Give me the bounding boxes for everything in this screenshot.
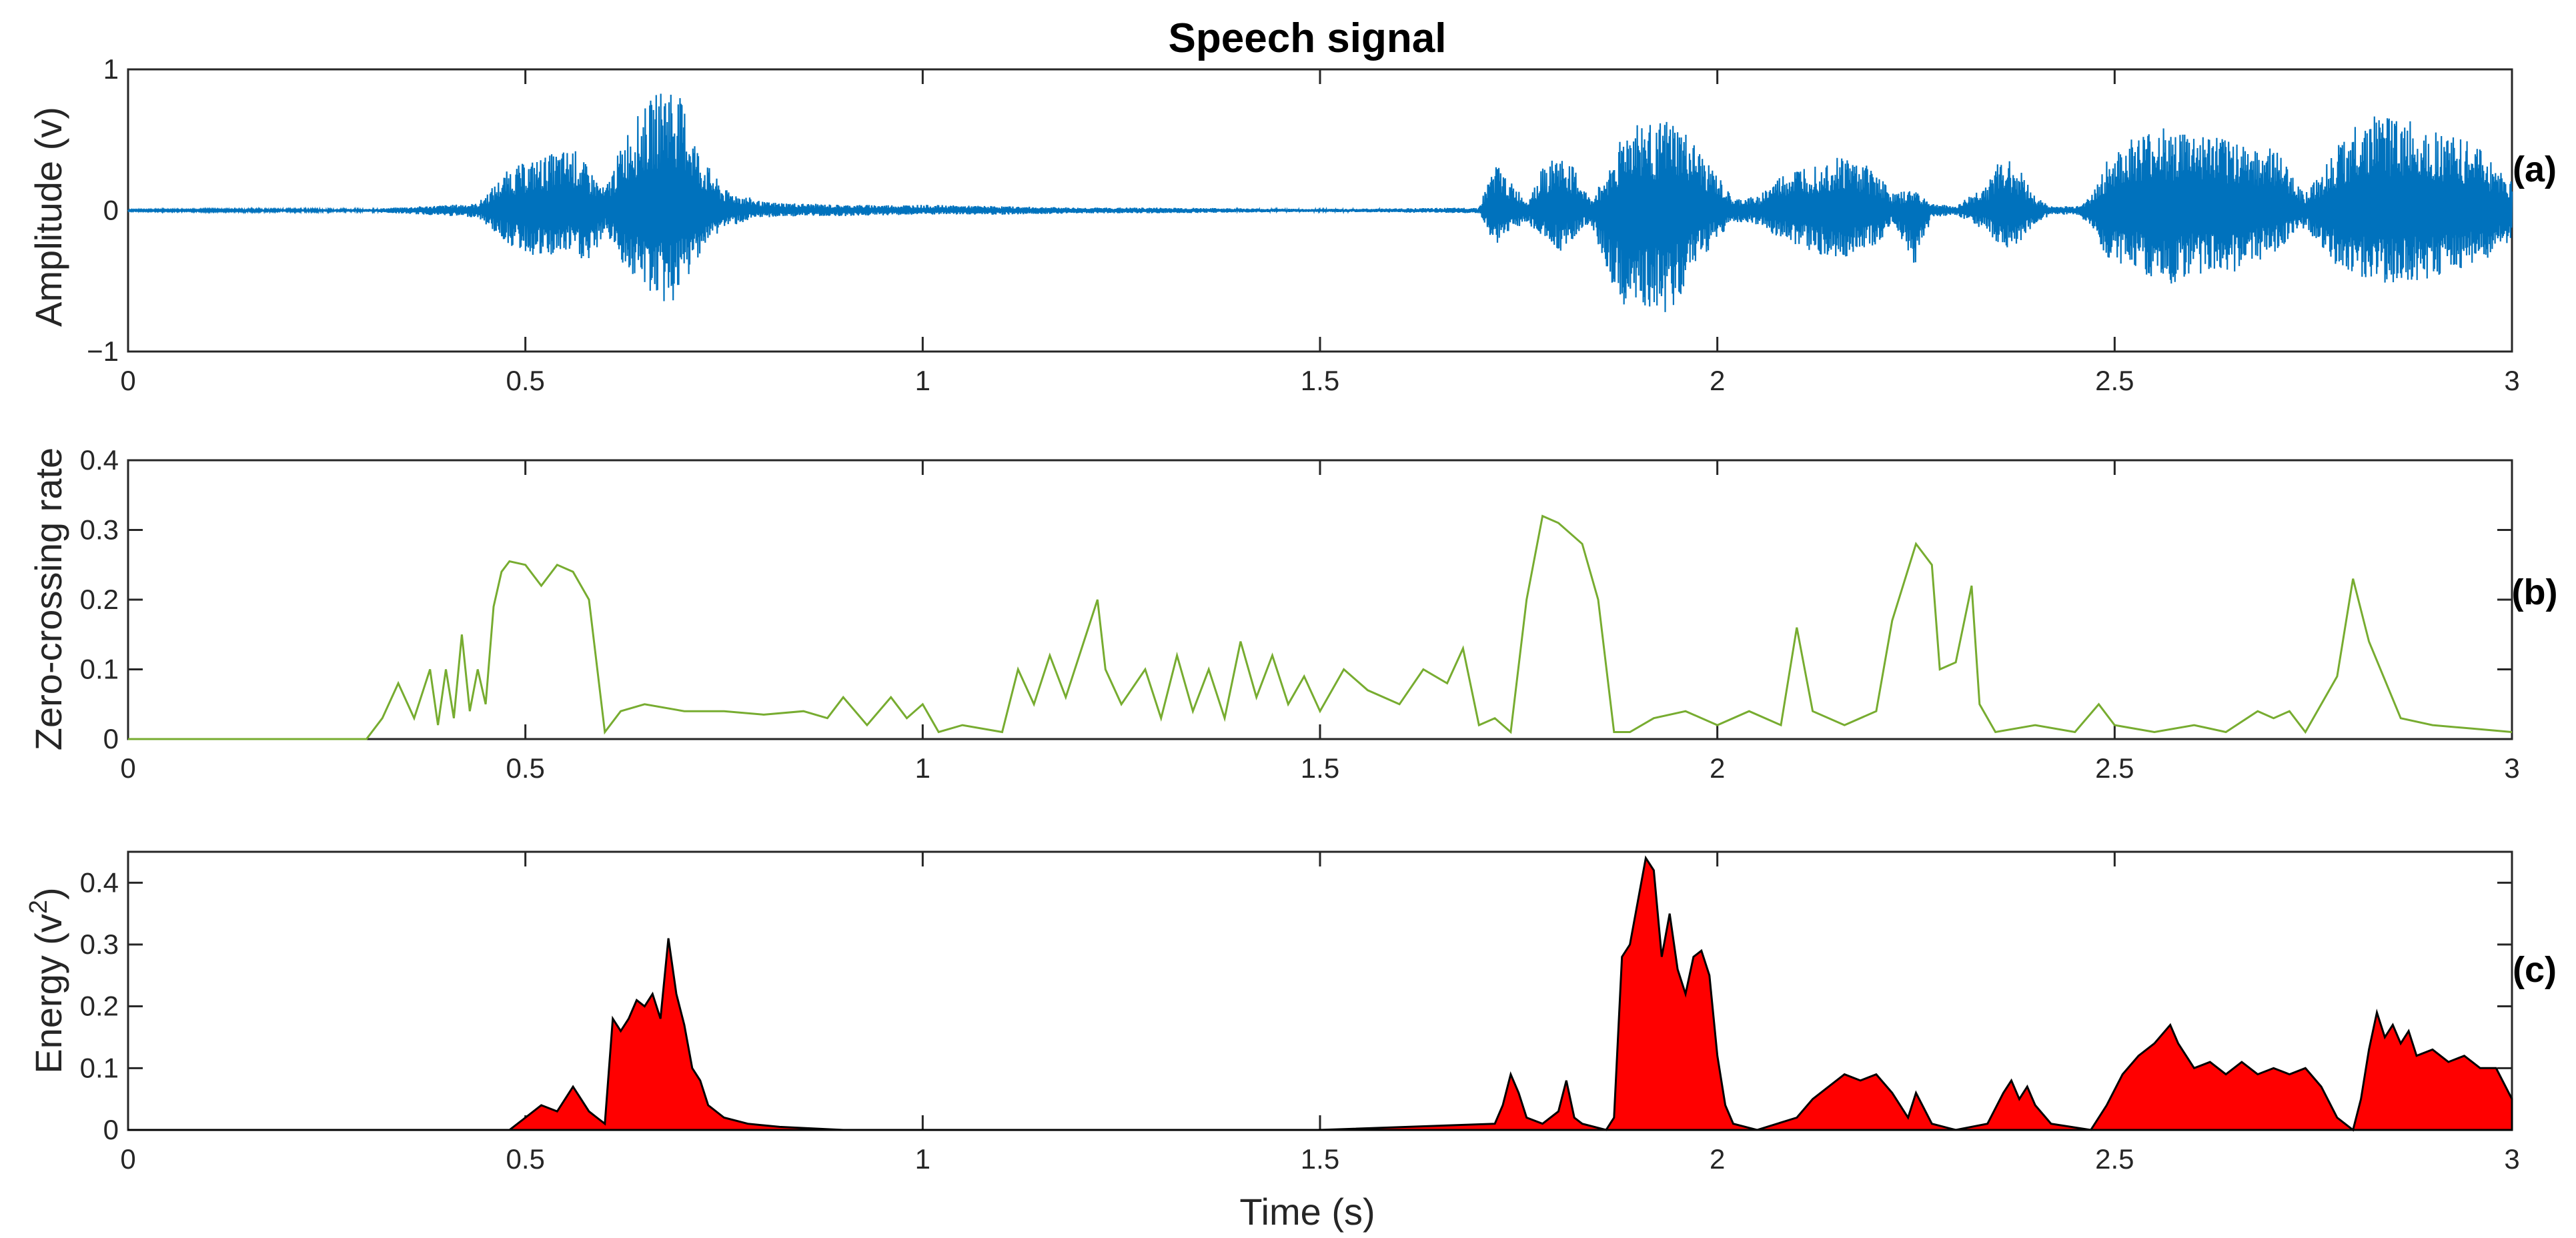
x-tick-label-c: 3 — [2504, 1143, 2519, 1175]
x-tick-label-b: 0 — [120, 752, 135, 784]
x-tick-label-a: 1.5 — [1301, 365, 1339, 396]
zero-crossing-rate-series — [128, 514, 2513, 740]
x-tick-label-b: 0.5 — [506, 752, 544, 784]
x-tick-label-a: 1 — [915, 365, 930, 396]
axes-box-b — [127, 459, 2513, 740]
y-tick-label-b: 0.2 — [80, 584, 119, 615]
y-axis-label-c: Energy (v2) — [25, 887, 69, 1073]
axes-box-c — [127, 850, 2513, 1131]
panel-label-c: (c) — [2513, 950, 2557, 990]
y-tick-label-b: 0.3 — [80, 514, 119, 546]
x-tick-label-c: 2.5 — [2095, 1143, 2134, 1175]
panel-a: 0 0.5 1 1.5 2 2.5 310−1 Amplitude (v) (a) — [27, 53, 2557, 396]
x-tick-label-a: 3 — [2504, 365, 2519, 396]
figure-title: Speech signal — [1169, 15, 1447, 61]
y-axis-label-c-superscript: 2 — [25, 900, 53, 914]
panel-c: 0 0.5 1 1.5 2 2.5 30.40.30.20.10 Energy (v2) (… — [25, 850, 2557, 1233]
x-axis-label-c: Time (s) — [1239, 1191, 1375, 1233]
x-tick-label-c: 0.5 — [506, 1143, 544, 1175]
x-tick-label-a: 2 — [1710, 365, 1725, 396]
y-tick-label-c: 0 — [103, 1114, 119, 1145]
y-tick-label-c: 0.1 — [80, 1052, 119, 1083]
y-tick-label-a: −1 — [87, 336, 119, 367]
x-tick-label-b: 3 — [2504, 752, 2519, 784]
y-tick-label-b: 0.1 — [80, 654, 119, 685]
y-axis-label-b: Zero-crossing rate — [27, 448, 69, 750]
x-tick-label-c: 1.5 — [1301, 1143, 1339, 1175]
x-tick-label-b: 2.5 — [2095, 752, 2134, 784]
x-tick-label-b: 1 — [915, 752, 930, 784]
y-tick-label-b: 0.4 — [80, 444, 119, 476]
y-axis-label-a: Amplitude (v) — [27, 107, 69, 327]
y-axis-label-c-end: ) — [27, 887, 69, 900]
panel-b: 0 0.5 1 1.5 2 2.5 3 0.4 0.3 0.2 0.1 0 Zero-crossing… — [27, 444, 2557, 784]
y-tick-label-c: 0.2 — [80, 991, 119, 1022]
x-tick-label-a: 0 — [120, 365, 135, 396]
y-tick-label-a: 0 — [103, 195, 119, 226]
x-tick-label-a: 0.5 — [506, 365, 544, 396]
plot-area-b: 0 0.5 1 1.5 2 2.5 3 0.4 0.3 0.2 0.1 0 — [80, 444, 2520, 784]
x-tick-label-c: 1 — [915, 1143, 930, 1175]
y-tick-label-b: 0 — [103, 723, 119, 754]
plot-area-c: 0 0.5 1 1.5 2 2.5 3 0.4 0.3 0.2 0.1 0 — [80, 850, 2520, 1175]
x-tick-label-c: 0 — [120, 1143, 135, 1175]
energy-area-series — [128, 855, 2513, 1132]
panel-label-b: (b) — [2512, 572, 2558, 612]
panel-label-a: (a) — [2513, 149, 2557, 189]
y-tick-label-c: 0.4 — [80, 866, 119, 898]
y-tick-label-a: 1 — [103, 53, 119, 85]
plot-area-a: 0 0.5 1 1.5 2 2.5 310−1 — [87, 53, 2520, 396]
y-axis-label-c-base: Energy (v — [27, 914, 69, 1074]
x-tick-label-b: 1.5 — [1301, 752, 1339, 784]
speech-waveform-series — [127, 93, 2513, 312]
x-tick-label-b: 2 — [1710, 752, 1725, 784]
x-tick-label-c: 2 — [1710, 1143, 1725, 1175]
y-tick-label-c: 0.3 — [80, 928, 119, 960]
x-tick-label-a: 2.5 — [2095, 365, 2134, 396]
